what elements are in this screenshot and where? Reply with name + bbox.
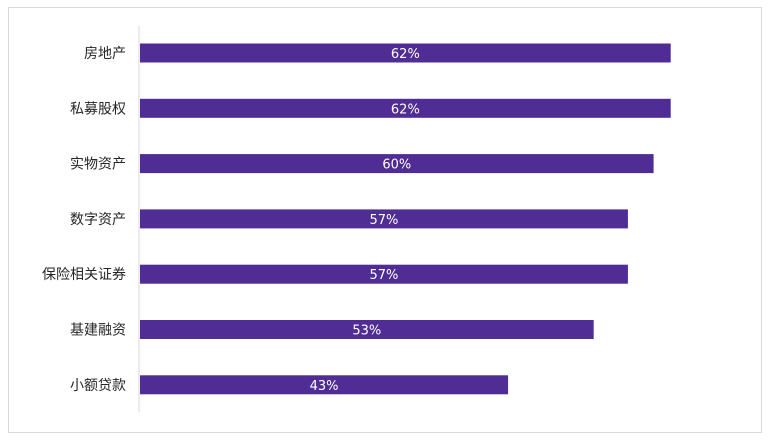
value-label-1: 62% — [391, 102, 420, 117]
category-label-3: 数字资产 — [70, 212, 126, 228]
bar-2 — [140, 154, 654, 174]
value-label-2: 60% — [382, 158, 411, 173]
bar-3 — [140, 209, 628, 229]
value-label-5: 53% — [352, 324, 381, 339]
value-label-0: 62% — [391, 47, 420, 62]
value-label-3: 57% — [370, 213, 399, 228]
bar-5 — [140, 320, 594, 339]
bar-6 — [140, 375, 509, 395]
value-label-6: 43% — [310, 379, 339, 394]
bar-4 — [140, 264, 628, 284]
category-label-6: 小额贷款 — [70, 378, 126, 394]
category-label-2: 实物资产 — [70, 157, 126, 173]
category-label-5: 基建融资 — [70, 322, 126, 339]
category-label-1: 私募股权 — [70, 101, 126, 117]
value-label-4: 57% — [370, 268, 399, 283]
bar-1 — [140, 98, 671, 118]
bar-0 — [140, 43, 671, 63]
bars-group: 房地产 62% 私募股权 62% 实物资产 60% 数字资产 57% 保险相关证券 57% 基建融资… — [42, 43, 671, 395]
category-label-4: 保险相关证券 — [42, 267, 126, 283]
category-label-0: 房地产 — [84, 46, 126, 62]
